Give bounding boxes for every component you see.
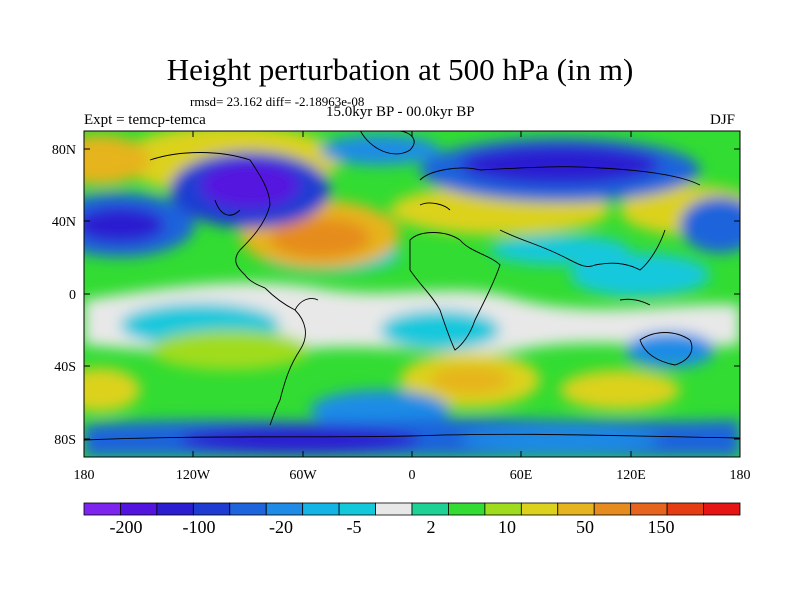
lon-label-0: 0 [409, 468, 416, 483]
lon-label-120e: 120E [616, 468, 646, 483]
colorbar-label: -100 [183, 517, 216, 537]
colorbar-label: -5 [347, 517, 362, 537]
colorbar-swatch [557, 502, 595, 516]
lon-tick-labels: 180 120W 60W 0 60E 120E 180 [74, 468, 751, 483]
coastlines [84, 131, 740, 441]
field-layer [84, 131, 740, 457]
colorbar-swatch [703, 502, 741, 516]
lon-label-180w: 180 [74, 468, 95, 483]
colorbar-swatch [630, 502, 668, 516]
lat-label-40n: 40N [52, 215, 76, 230]
experiment-label: Expt = temcp-temca [84, 112, 206, 128]
lon-label-120w: 120W [176, 468, 211, 483]
colorbar-swatch [229, 502, 267, 516]
colorbar-label: 2 [427, 517, 436, 537]
colorbar-label: 150 [648, 517, 675, 537]
lat-label-0: 0 [69, 288, 76, 303]
lat-tick-labels: 80N 40N 0 40S 80S [52, 143, 76, 448]
colorbar [83, 502, 741, 516]
colorbar-swatch [484, 502, 522, 516]
colorbar-label: -20 [269, 517, 293, 537]
colorbar-swatch [192, 502, 231, 516]
colorbar-label: 50 [576, 517, 594, 537]
colorbar-swatch [411, 502, 449, 516]
colorbar-label: -200 [110, 517, 143, 537]
lat-label-80s: 80S [54, 433, 76, 448]
lon-tick-marks [192, 131, 632, 457]
lon-label-60w: 60W [289, 468, 317, 483]
colorbar-labels: -200 -100 -20 -5 2 10 50 150 [110, 517, 675, 537]
lat-label-80n: 80N [52, 143, 76, 158]
colorbar-swatch [666, 502, 704, 516]
lon-label-60e: 60E [510, 468, 533, 483]
colorbar-swatch [265, 502, 304, 516]
colorbar-swatch [520, 502, 559, 516]
lat-label-40s: 40S [54, 360, 76, 375]
period-label: 15.0kyr BP - 00.0kyr BP [326, 104, 475, 120]
lat-tick-marks [84, 148, 740, 440]
colorbar-swatch [156, 502, 194, 516]
colorbar-label: 10 [498, 517, 516, 537]
colorbar-swatch [120, 502, 158, 516]
colorbar-swatch [302, 502, 340, 516]
colorbar-swatch [448, 502, 486, 516]
colorbar-swatch [83, 502, 121, 516]
stats-text: rmsd= 23.162 diff= -2.18963e-08 [190, 94, 365, 109]
colorbar-swatch [593, 502, 632, 516]
colorbar-swatch [375, 502, 413, 516]
colorbar-swatch [338, 502, 376, 516]
season-label: DJF [710, 112, 736, 128]
figure-title: Height perturbation at 500 hPa (in m) [166, 52, 634, 87]
lon-label-180e: 180 [730, 468, 751, 483]
